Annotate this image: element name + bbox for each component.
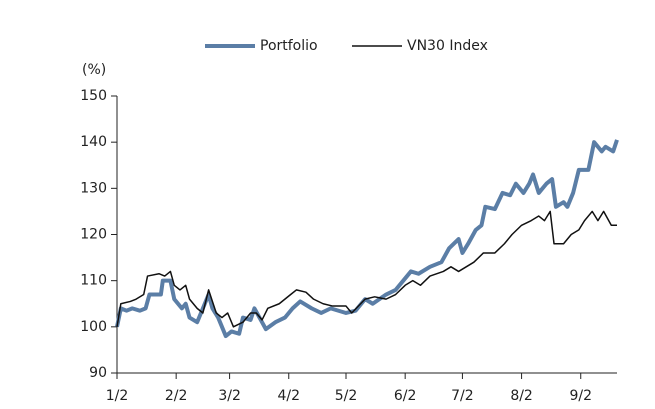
series-line xyxy=(116,210,617,328)
x-tick-label: 5/2 xyxy=(335,388,358,404)
y-tick-label: 100 xyxy=(80,319,107,335)
y-tick-label: 140 xyxy=(80,134,107,150)
x-tick-label: 3/2 xyxy=(218,388,241,404)
x-tick-label: 1/2 xyxy=(106,388,129,404)
y-tick-label: 150 xyxy=(80,88,107,104)
series-line xyxy=(115,139,619,339)
legend-label: VN30 Index xyxy=(407,38,488,54)
y-tick-label: 90 xyxy=(89,365,107,381)
x-tick-label: 2/2 xyxy=(165,388,188,404)
x-tick-label: 9/2 xyxy=(569,388,592,404)
y-tick-label: 120 xyxy=(80,227,107,243)
y-tick-label: 130 xyxy=(80,180,107,196)
x-tick-label: 6/2 xyxy=(394,388,417,404)
x-tick-label: 4/2 xyxy=(277,388,300,404)
x-tick-label: 7/2 xyxy=(451,388,474,404)
y-axis-label: (%) xyxy=(82,62,106,78)
x-tick-label: 8/2 xyxy=(510,388,533,404)
y-tick-label: 110 xyxy=(80,273,107,289)
legend-label: Portfolio xyxy=(260,38,318,54)
